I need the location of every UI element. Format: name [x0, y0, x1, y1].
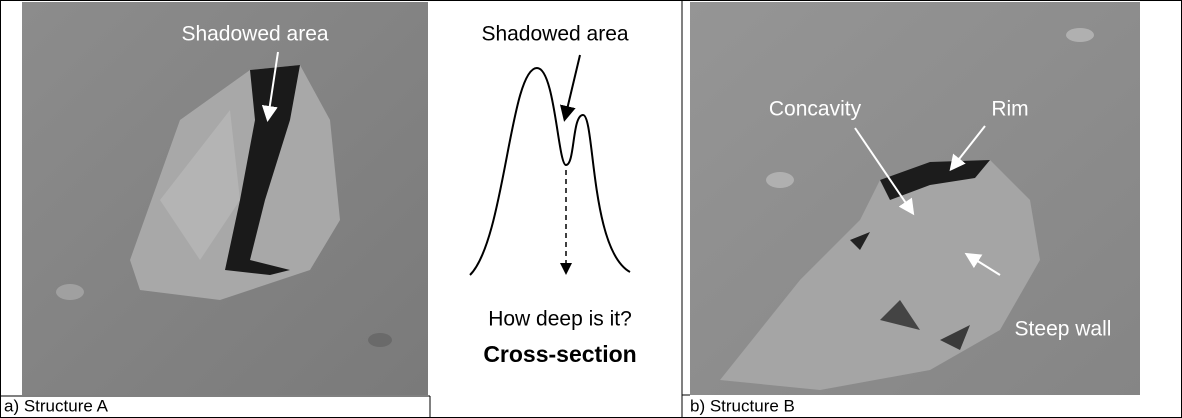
diagram-label: Shadowed area — [481, 23, 628, 46]
diagram-title: Cross-section — [483, 341, 636, 367]
arrow — [565, 55, 580, 118]
image-a — [22, 2, 428, 395]
page: Shadowed area Shadowed area How deep is … — [0, 0, 1182, 418]
caption: b) Structure B — [690, 396, 795, 415]
diagram-question: How deep is it? — [488, 308, 632, 331]
image-label: Concavity — [769, 98, 862, 121]
image-label: Shadowed area — [181, 23, 328, 46]
caption: a) Structure A — [4, 396, 109, 415]
profile-curve — [470, 68, 630, 275]
image-label: Rim — [991, 98, 1028, 121]
image-label: Steep wall — [1015, 318, 1112, 341]
figure: Shadowed area Shadowed area How deep is … — [0, 0, 1182, 418]
